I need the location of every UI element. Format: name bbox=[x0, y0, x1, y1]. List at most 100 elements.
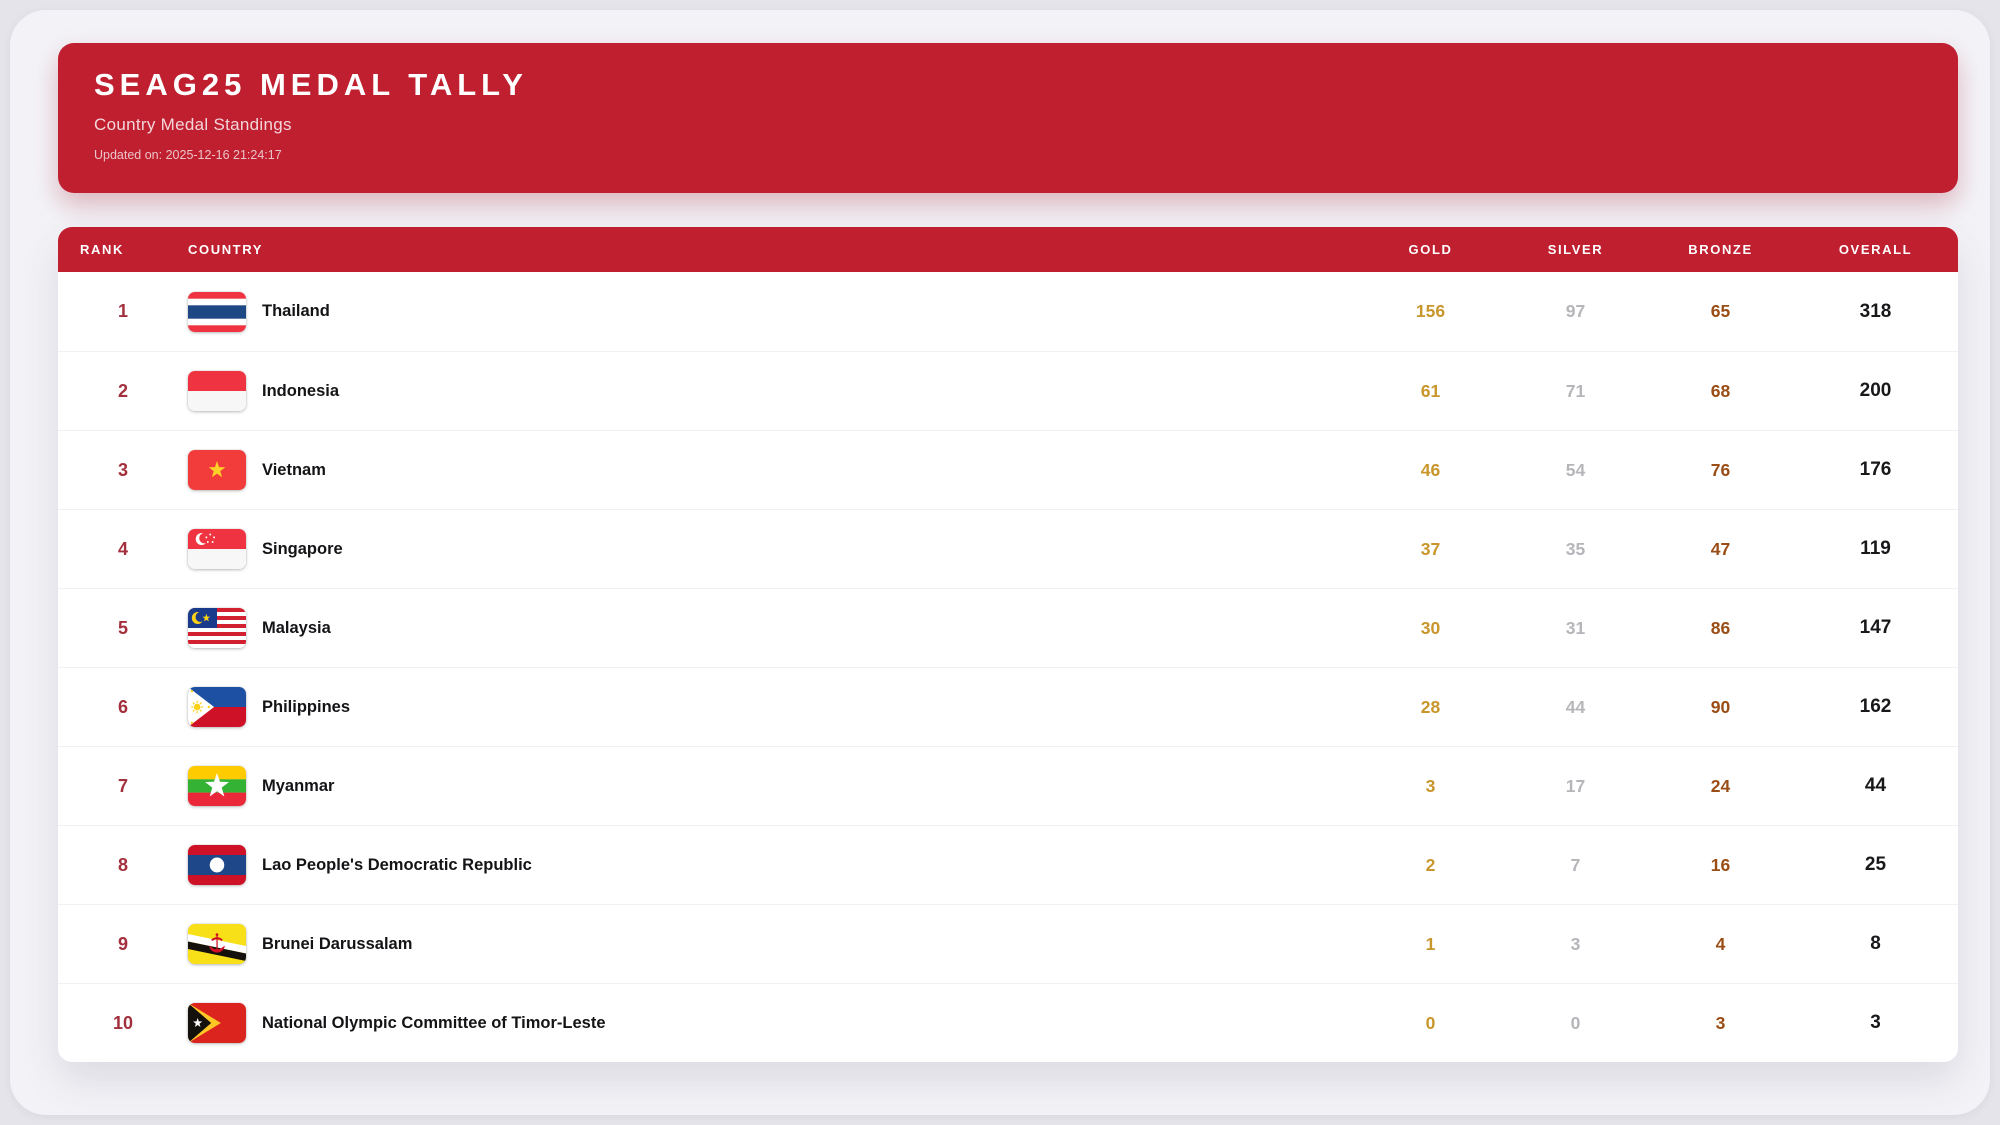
country-name: Myanmar bbox=[262, 776, 335, 795]
table-row: 8 Lao People's Democratic Republic 2 7 16 25 bbox=[58, 825, 1958, 904]
page-background: SEAG25 MEDAL TALLY Country Medal Standin… bbox=[10, 10, 1990, 1115]
table-row: 9 Brunei Darussalam 1 3 4 8 bbox=[58, 904, 1958, 983]
silver-count: 3 bbox=[1570, 933, 1581, 954]
bronze-count: 4 bbox=[1715, 933, 1726, 954]
country-name: Thailand bbox=[262, 302, 330, 320]
country-name: Indonesia bbox=[262, 381, 340, 400]
country-cell: Thailand bbox=[188, 291, 1358, 332]
table-row: 6 Philippines 28 44 90 162 bbox=[58, 667, 1958, 746]
overall-count: 119 bbox=[1860, 538, 1891, 559]
vietnam-flag-icon bbox=[188, 450, 246, 490]
country-name: Singapore bbox=[262, 539, 343, 558]
table-row: 7 Myanmar 3 17 24 44 bbox=[58, 746, 1958, 825]
bronze-count: 16 bbox=[1710, 854, 1731, 875]
table-header-row: RANK COUNTRY GOLD SILVER BRONZE OVERALL bbox=[58, 227, 1958, 272]
rank-value: 5 bbox=[117, 617, 128, 638]
thailand-flag-icon bbox=[188, 291, 246, 332]
country-cell: National Olympic Committee of Timor-Lest… bbox=[188, 1003, 1358, 1043]
brunei-flag-icon bbox=[188, 924, 246, 964]
singapore-flag-icon bbox=[188, 529, 246, 569]
updated-timestamp: Updated on: 2025-12-16 21:24:17 bbox=[94, 148, 282, 162]
silver-count: 17 bbox=[1565, 775, 1586, 796]
overall-count: 25 bbox=[1864, 854, 1887, 875]
rank-value: 2 bbox=[117, 380, 128, 401]
silver-count: 0 bbox=[1570, 1012, 1581, 1033]
table-row: 1 Thailand 156 97 65 318 bbox=[58, 272, 1958, 351]
country-cell: Indonesia bbox=[188, 371, 1358, 411]
table-row: 10 National Olympic Committee of Timor-Le… bbox=[58, 983, 1958, 1062]
bronze-count: 90 bbox=[1710, 696, 1731, 717]
country-name: Vietnam bbox=[262, 460, 326, 479]
country-name: Philippines bbox=[262, 697, 351, 716]
country-cell: Vietnam bbox=[188, 450, 1358, 490]
silver-count: 97 bbox=[1565, 301, 1586, 321]
column-header-gold: GOLD bbox=[1408, 242, 1453, 257]
country-cell: Philippines bbox=[188, 687, 1358, 727]
overall-count: 3 bbox=[1870, 1012, 1881, 1033]
philippines-flag-icon bbox=[188, 687, 246, 727]
silver-count: 7 bbox=[1570, 854, 1581, 875]
medal-table: RANK COUNTRY GOLD SILVER BRONZE OVERALL … bbox=[58, 227, 1958, 1062]
table-row: 5 Malaysia 30 31 86 147 bbox=[58, 588, 1958, 667]
gold-count: 156 bbox=[1415, 301, 1446, 321]
indonesia-flag-icon bbox=[188, 371, 246, 411]
silver-count: 44 bbox=[1565, 696, 1586, 717]
silver-count: 31 bbox=[1565, 617, 1586, 638]
bronze-count: 68 bbox=[1710, 380, 1731, 401]
overall-count: 200 bbox=[1859, 380, 1892, 401]
table-body: 1 Thailand 156 97 65 318 2 Indonesia 61 71 68 200 3 V… bbox=[58, 272, 1958, 1062]
country-name: Malaysia bbox=[262, 618, 331, 637]
overall-count: 44 bbox=[1864, 775, 1887, 796]
country-name: Brunei Darussalam bbox=[262, 934, 413, 953]
rank-value: 7 bbox=[117, 775, 128, 796]
gold-count: 30 bbox=[1420, 617, 1441, 638]
bronze-count: 65 bbox=[1710, 301, 1731, 321]
page-title: SEAG25 MEDAL TALLY bbox=[94, 67, 528, 102]
rank-value: 6 bbox=[117, 696, 128, 717]
table-row: 2 Indonesia 61 71 68 200 bbox=[58, 351, 1958, 430]
header-banner: SEAG25 MEDAL TALLY Country Medal Standin… bbox=[58, 43, 1958, 193]
rank-value: 1 bbox=[117, 301, 128, 321]
country-cell: Brunei Darussalam bbox=[188, 924, 1358, 964]
overall-count: 176 bbox=[1859, 459, 1892, 480]
rank-value: 10 bbox=[112, 1012, 134, 1033]
silver-count: 54 bbox=[1565, 459, 1586, 480]
malaysia-flag-icon bbox=[188, 608, 246, 648]
country-name: National Olympic Committee of Timor-Lest… bbox=[262, 1013, 606, 1032]
country-cell: Malaysia bbox=[188, 608, 1358, 648]
bronze-count: 24 bbox=[1710, 775, 1731, 796]
overall-count: 162 bbox=[1859, 696, 1892, 717]
rank-value: 3 bbox=[117, 459, 128, 480]
gold-count: 2 bbox=[1425, 854, 1436, 875]
bronze-count: 86 bbox=[1710, 617, 1731, 638]
gold-count: 28 bbox=[1420, 696, 1441, 717]
table-row: 4 Singapore 37 35 47 119 bbox=[58, 509, 1958, 588]
gold-count: 61 bbox=[1420, 380, 1441, 401]
bronze-count: 47 bbox=[1710, 538, 1731, 559]
column-header-country: COUNTRY bbox=[188, 242, 263, 257]
gold-count: 46 bbox=[1420, 459, 1441, 480]
page-subtitle: Country Medal Standings bbox=[94, 115, 292, 134]
laos-flag-icon bbox=[188, 845, 246, 885]
country-name: Lao People's Democratic Republic bbox=[262, 855, 532, 874]
table-row: 3 Vietnam 46 54 76 176 bbox=[58, 430, 1958, 509]
myanmar-flag-icon bbox=[188, 766, 246, 806]
country-cell: Singapore bbox=[188, 529, 1358, 569]
bronze-count: 76 bbox=[1710, 459, 1731, 480]
column-header-silver: SILVER bbox=[1547, 242, 1604, 257]
country-cell: Myanmar bbox=[188, 766, 1358, 806]
column-header-rank: RANK bbox=[80, 242, 124, 257]
rank-value: 4 bbox=[117, 538, 128, 559]
gold-count: 37 bbox=[1420, 538, 1441, 559]
overall-count: 147 bbox=[1859, 617, 1892, 638]
rank-value: 8 bbox=[117, 854, 128, 875]
gold-count: 0 bbox=[1425, 1012, 1436, 1033]
column-header-bronze: BRONZE bbox=[1688, 242, 1753, 257]
gold-count: 1 bbox=[1425, 933, 1436, 954]
timor-leste-flag-icon bbox=[188, 1003, 246, 1043]
silver-count: 35 bbox=[1565, 538, 1586, 559]
country-cell: Lao People's Democratic Republic bbox=[188, 845, 1358, 885]
overall-count: 318 bbox=[1859, 300, 1892, 322]
column-header-overall: OVERALL bbox=[1838, 242, 1913, 257]
bronze-count: 3 bbox=[1715, 1012, 1726, 1033]
